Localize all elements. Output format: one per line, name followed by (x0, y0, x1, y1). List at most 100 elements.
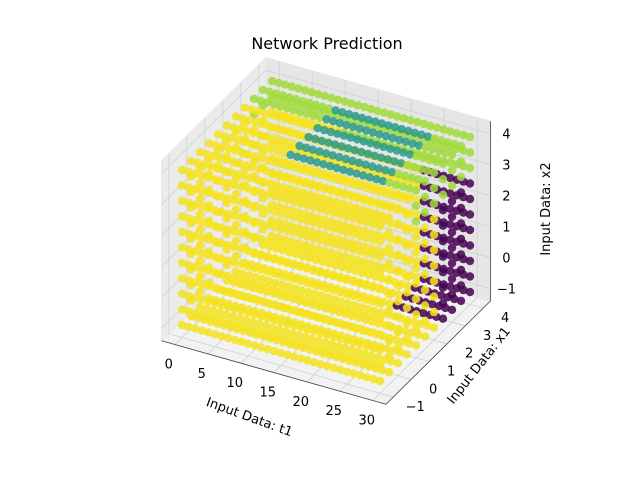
data-point (270, 346, 279, 356)
data-point (384, 259, 394, 268)
data-point (456, 188, 466, 197)
data-point (356, 371, 365, 380)
data-point (446, 127, 455, 136)
data-point (282, 103, 292, 113)
data-point (319, 160, 328, 169)
data-point (237, 275, 246, 284)
data-point (217, 270, 226, 279)
data-point (342, 321, 352, 330)
y-tick-label: 3 (483, 329, 491, 344)
data-point (428, 300, 437, 309)
data-point (414, 175, 423, 184)
data-point (378, 176, 388, 186)
data-point (305, 190, 314, 199)
data-point (371, 117, 380, 126)
data-point (295, 141, 304, 151)
data-point (410, 317, 419, 327)
y-axis-line (385, 300, 491, 405)
data-point (282, 138, 291, 147)
data-point (283, 304, 292, 313)
data-point (323, 330, 332, 340)
data-point (398, 182, 407, 191)
data-point (271, 123, 280, 132)
data-point (297, 131, 307, 140)
data-point (289, 105, 298, 115)
data-point (276, 240, 286, 249)
data-point (270, 331, 279, 340)
data-point (447, 212, 457, 221)
data-point (301, 177, 310, 187)
data-point (428, 145, 437, 154)
data-point (402, 303, 412, 312)
data-point (402, 319, 412, 328)
x-tick-label: 20 (293, 395, 310, 410)
data-point (443, 138, 452, 147)
data-point (298, 96, 307, 106)
data-point (283, 273, 292, 282)
data-point (278, 125, 287, 134)
data-point (303, 340, 312, 350)
data-point (413, 257, 422, 266)
data-point (184, 276, 193, 285)
data-point (311, 134, 320, 144)
data-point (303, 232, 312, 241)
data-point (370, 151, 379, 160)
data-point (328, 151, 337, 160)
data-point (312, 158, 322, 167)
data-point (262, 132, 271, 141)
data-point (230, 320, 239, 329)
data-point (290, 228, 299, 237)
data-point (191, 324, 200, 333)
data-point (432, 123, 442, 132)
data-point (209, 151, 218, 161)
data-point (290, 275, 299, 284)
data-point (380, 108, 389, 117)
data-point (287, 82, 296, 91)
data-point (353, 101, 362, 110)
data-point (396, 193, 405, 202)
data-point (374, 164, 383, 173)
data-point (309, 111, 318, 120)
data-point (386, 110, 395, 119)
data-point (330, 295, 340, 304)
data-point (224, 318, 233, 327)
data-point (346, 133, 355, 142)
data-point (177, 289, 187, 299)
data-point (243, 246, 253, 255)
data-point (332, 163, 341, 173)
data-point (375, 237, 385, 246)
data-point (276, 302, 286, 311)
data-point (296, 214, 305, 224)
data-point (197, 217, 206, 227)
data-point (410, 162, 419, 172)
data-point (362, 126, 371, 135)
data-point (420, 285, 430, 295)
data-point (329, 117, 338, 126)
data-point (210, 221, 220, 230)
data-point (309, 265, 319, 274)
data-point (257, 154, 266, 163)
data-point (290, 321, 299, 330)
data-point (263, 345, 272, 354)
data-point (419, 119, 428, 129)
data-point (257, 281, 266, 290)
data-point (249, 94, 259, 104)
data-point (235, 314, 244, 323)
data-point (274, 78, 283, 88)
data-point (246, 139, 256, 148)
data-point (204, 219, 213, 229)
data-point (375, 268, 385, 277)
data-point (402, 288, 412, 297)
data-point (327, 93, 336, 103)
axis-lines (161, 121, 491, 405)
data-point (447, 228, 457, 237)
data-point (263, 98, 272, 107)
data-point (337, 297, 346, 306)
data-point (257, 219, 266, 228)
data-point (413, 226, 422, 235)
data-point (392, 335, 401, 344)
data-point (309, 311, 319, 320)
data-point (375, 361, 385, 370)
data-point (390, 157, 399, 166)
data-point (268, 168, 277, 177)
